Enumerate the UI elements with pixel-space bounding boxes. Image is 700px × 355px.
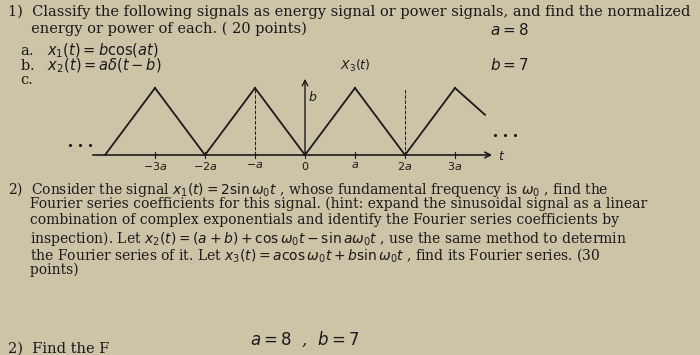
- Text: points): points): [8, 262, 78, 277]
- Text: $b = 7$: $b = 7$: [490, 57, 528, 73]
- Text: a.   $x_1(t) = b\cos(at)$: a. $x_1(t) = b\cos(at)$: [20, 42, 159, 60]
- Text: $b$: $b$: [308, 90, 317, 104]
- Text: 1)  Classify the following signals as energy signal or power signals, and find t: 1) Classify the following signals as ene…: [8, 5, 690, 20]
- Text: $t$: $t$: [498, 149, 505, 163]
- Text: energy or power of each. ( 20 points): energy or power of each. ( 20 points): [8, 22, 307, 37]
- Text: 2)  Consider the signal $x_1(t) = 2\sin\omega_0 t$ , whose fundamental frequency: 2) Consider the signal $x_1(t) = 2\sin\o…: [8, 180, 608, 199]
- Text: $a = 8$  ,  $b = 7$: $a = 8$ , $b = 7$: [250, 330, 360, 349]
- Text: $X_3(t)$: $X_3(t)$: [340, 58, 370, 74]
- Text: $-3a$: $-3a$: [143, 160, 167, 172]
- Text: the Fourier series of it. Let $x_3(t) = a\cos\omega_0 t + b\sin\omega_0 t$ , fin: the Fourier series of it. Let $x_3(t) = …: [8, 246, 601, 264]
- Text: b.   $x_2(t) = a\delta(t-b)$: b. $x_2(t) = a\delta(t-b)$: [20, 57, 162, 75]
- Text: $a$: $a$: [351, 160, 359, 170]
- Text: $0$: $0$: [301, 160, 309, 172]
- Text: inspection). Let $x_2(t) = (a+b)+\cos\omega_0 t - \sin a\omega_0 t$ , use the sa: inspection). Let $x_2(t) = (a+b)+\cos\om…: [8, 229, 627, 248]
- Text: c.: c.: [20, 73, 33, 87]
- Text: $2a$: $2a$: [398, 160, 412, 172]
- Text: $-2a$: $-2a$: [193, 160, 217, 172]
- Text: $-a$: $-a$: [246, 160, 264, 170]
- Text: 2)  Find the F: 2) Find the F: [8, 342, 109, 355]
- Text: $3a$: $3a$: [447, 160, 463, 172]
- Text: Fourier series coefficients for this signal. (hint: expand the sinusoidal signal: Fourier series coefficients for this sig…: [8, 197, 648, 211]
- Text: combination of complex exponentials and identify the Fourier series coefficients: combination of complex exponentials and …: [8, 213, 619, 227]
- Text: $a = 8$: $a = 8$: [490, 22, 528, 38]
